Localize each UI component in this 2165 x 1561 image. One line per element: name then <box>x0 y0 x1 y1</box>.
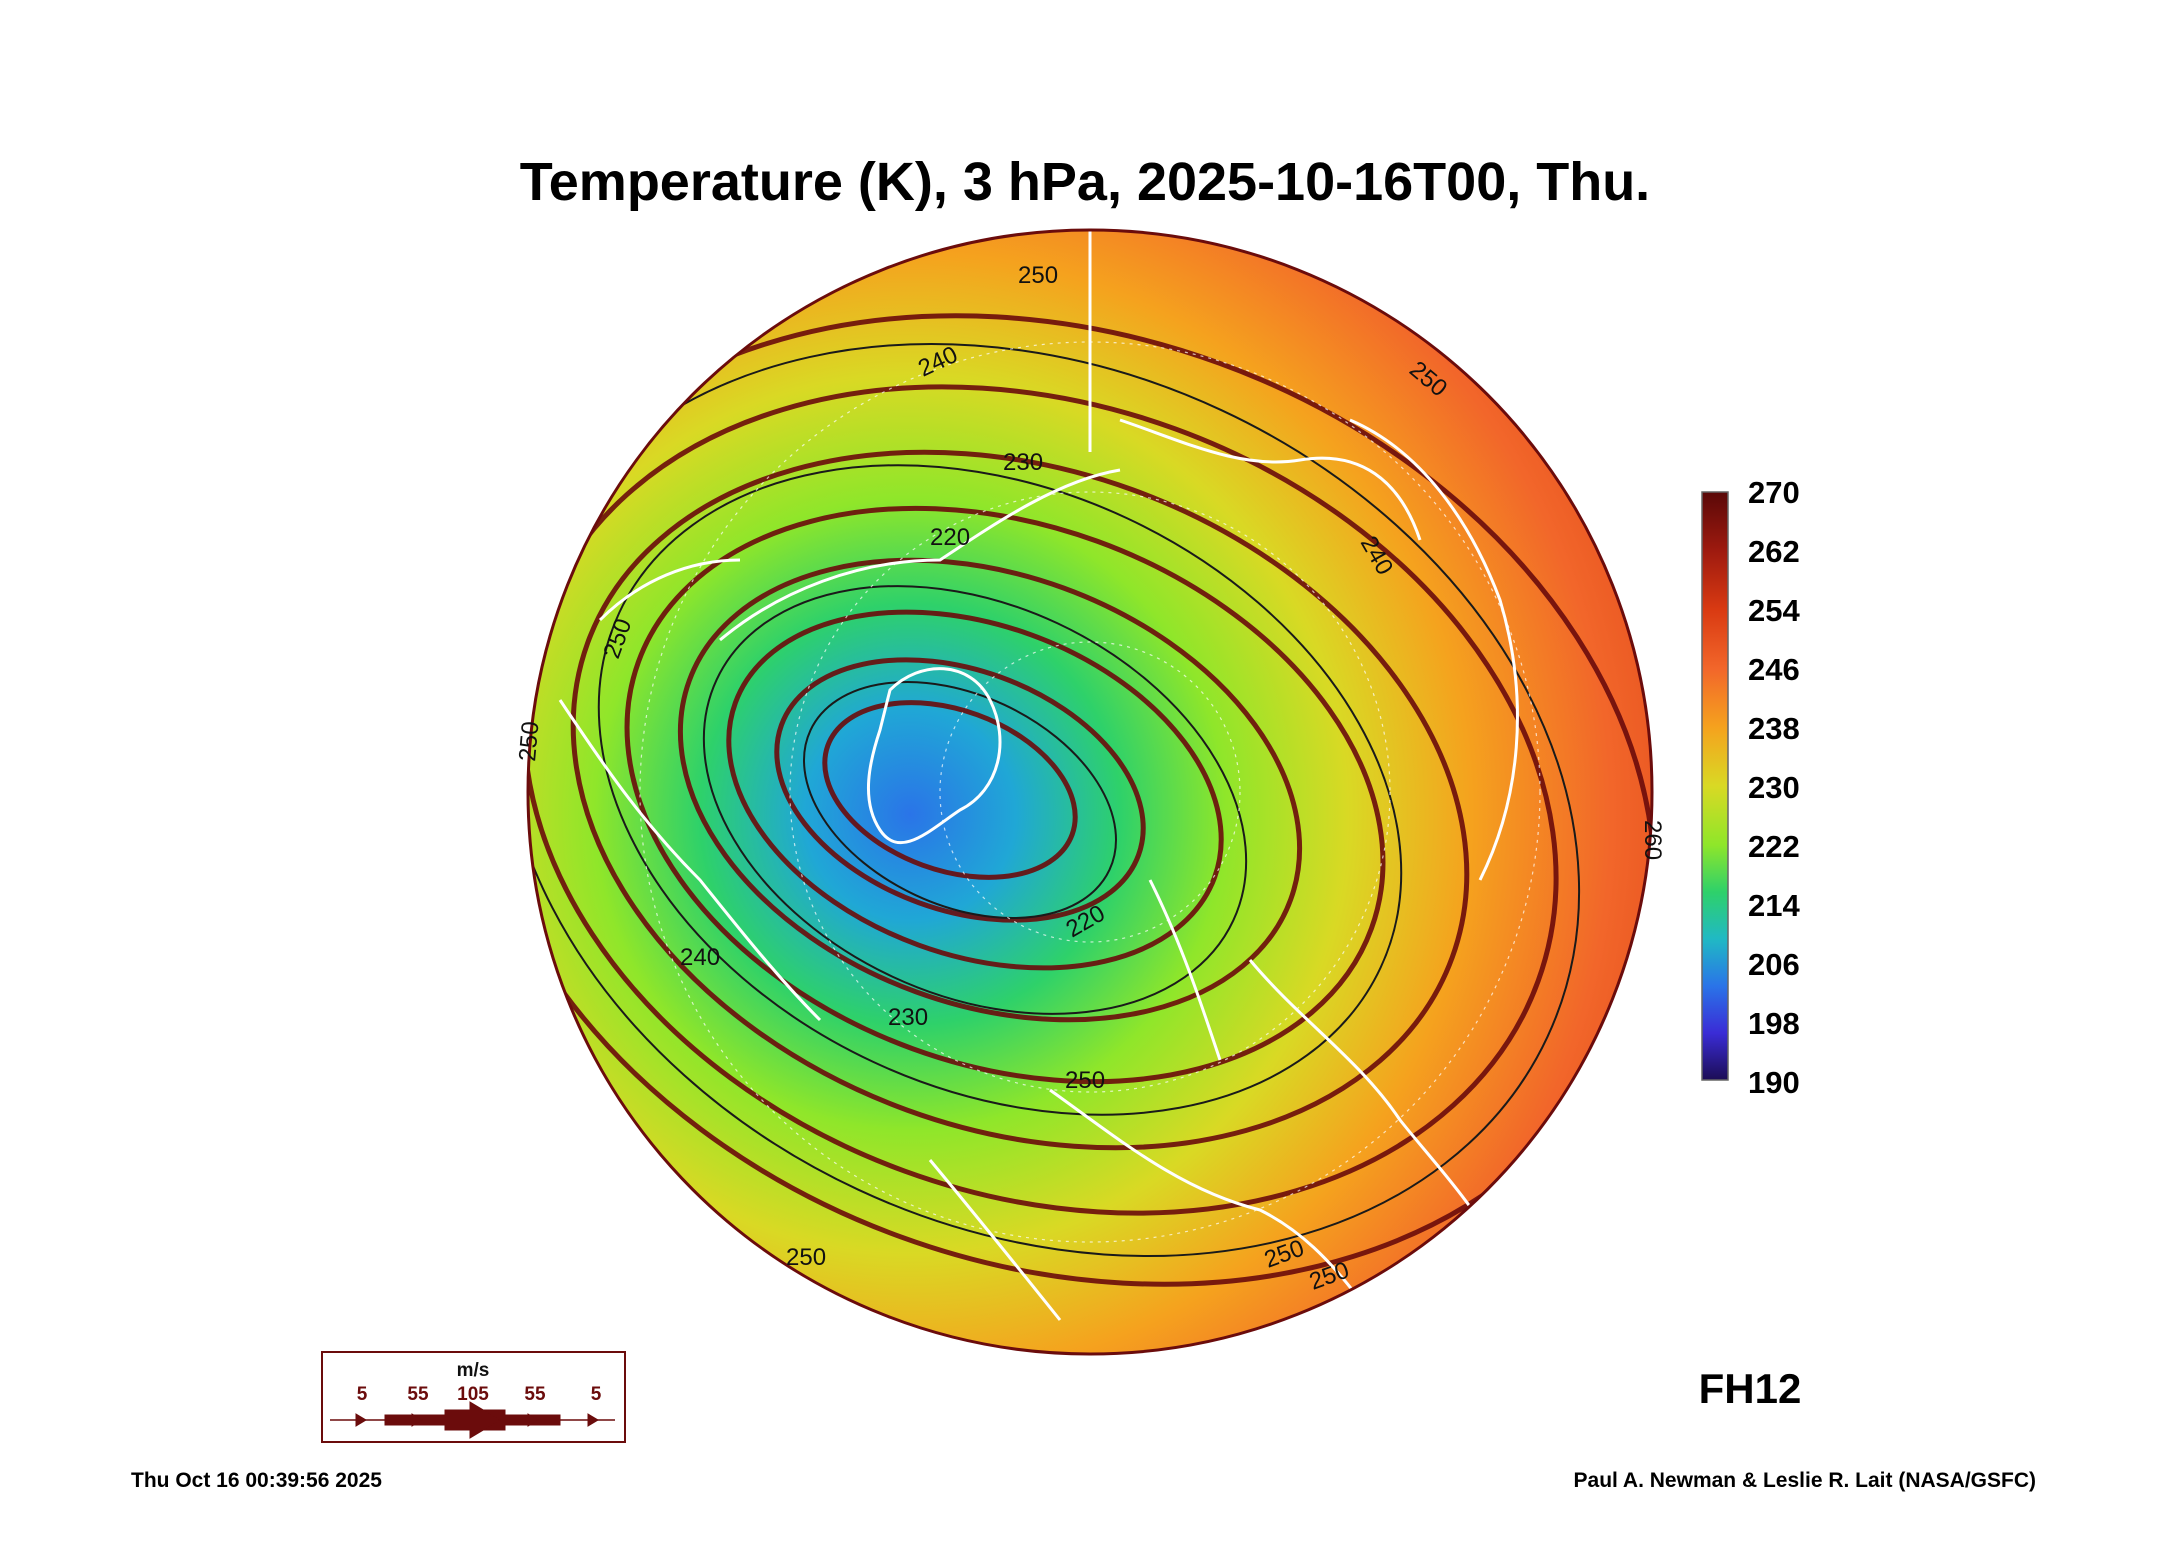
wind-legend: m/s 5 55 105 55 5 <box>321 1351 626 1443</box>
wind-legend-value: 105 <box>457 1384 489 1405</box>
coastlines <box>558 418 1519 1321</box>
wind-legend-unit: m/s <box>457 1360 490 1381</box>
colorbar-tick-label: 270 <box>1748 475 1800 510</box>
colorbar-tick-label: 214 <box>1748 888 1800 923</box>
wind-legend-arrow-bar <box>330 1401 615 1439</box>
wind-legend-value: 55 <box>407 1384 429 1405</box>
contour-label: 260 <box>1639 820 1666 860</box>
temperature-field <box>528 230 1652 1354</box>
colorbar-tick-label: 262 <box>1748 534 1800 569</box>
contour-label: 250 <box>1065 1067 1105 1094</box>
colorbar-tick-label: 254 <box>1748 593 1800 628</box>
contour-label: 230 <box>1003 449 1043 476</box>
wind-legend-value: 55 <box>524 1384 546 1405</box>
colorbar-tick-label: 230 <box>1748 770 1800 805</box>
contour-label: 250 <box>786 1244 826 1271</box>
colorbar-gradient <box>1701 491 1729 1081</box>
wind-legend-value: 5 <box>591 1384 602 1405</box>
colorbar-tick-label: 198 <box>1748 1006 1800 1041</box>
contour-label: 250 <box>1018 262 1058 289</box>
colorbar-tick-label: 222 <box>1748 829 1800 864</box>
colorbar-tick-label: 238 <box>1748 711 1800 746</box>
wind-legend-value: 5 <box>357 1384 368 1405</box>
footer-credit: Paul A. Newman & Leslie R. Lait (NASA/GS… <box>1574 1469 2036 1492</box>
footer-timestamp: Thu Oct 16 00:39:56 2025 <box>131 1469 382 1492</box>
globe-outline <box>526 228 1654 1356</box>
polar-stereographic-globe: 250 240 230 220 240 250 220 230 240 250 … <box>514 222 1666 1356</box>
forecast-hour-label: FH12 <box>1699 1365 1802 1412</box>
map-title: Temperature (K), 3 hPa, 2025-10-16T00, T… <box>520 152 1650 212</box>
contour-label: 250 <box>514 720 544 762</box>
colorbar-tick-label: 246 <box>1748 652 1800 687</box>
contour-label: 230 <box>888 1004 928 1031</box>
contour-label: 220 <box>930 524 970 551</box>
colorbar-tick-label: 190 <box>1748 1065 1800 1100</box>
colorbar: 270 262 254 246 238 230 222 214 206 198 … <box>1701 475 1800 1100</box>
colorbar-tick-label: 206 <box>1748 947 1800 982</box>
contour-label: 240 <box>680 944 720 971</box>
